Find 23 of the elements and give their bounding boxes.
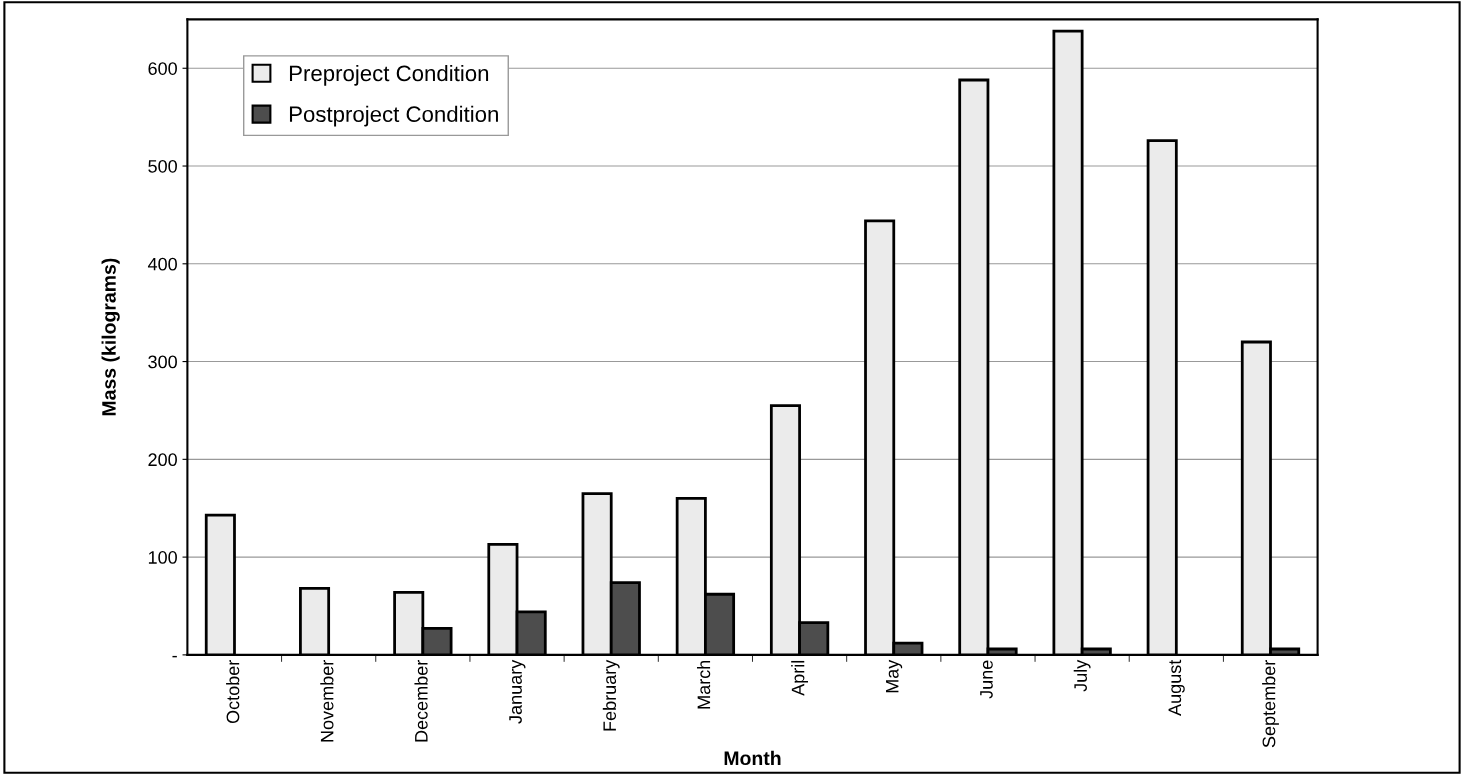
x-tick-label: November bbox=[320, 660, 334, 742]
y-axis-title: Mass (kilograms) bbox=[101, 258, 120, 416]
x-tick-label: December bbox=[414, 660, 428, 742]
x-tick-label: July bbox=[1073, 659, 1091, 692]
legend-label: Preproject Condition bbox=[289, 64, 489, 86]
x-tick-label: October bbox=[226, 660, 240, 724]
x-tick-label: June bbox=[980, 660, 993, 699]
x-tick-label: February bbox=[602, 659, 620, 731]
y-tick-label: 200 bbox=[148, 453, 177, 467]
x-tick-label: January bbox=[509, 659, 526, 724]
y-tick-label: 300 bbox=[148, 355, 177, 369]
x-tick-label: August bbox=[1168, 659, 1185, 716]
x-tick-label: May bbox=[886, 659, 903, 693]
x-axis-title: Month bbox=[724, 750, 781, 766]
y-tick-label: 500 bbox=[148, 159, 177, 173]
x-tick-label: March bbox=[696, 660, 711, 709]
y-tick-label: - bbox=[172, 655, 177, 658]
y-tick-label: 100 bbox=[148, 551, 177, 564]
legend-label: Postproject Condition bbox=[289, 105, 498, 127]
y-tick-label: 600 bbox=[148, 62, 177, 75]
y-tick-label: 400 bbox=[147, 257, 177, 271]
x-tick-label: September bbox=[1262, 660, 1279, 748]
x-tick-label: April bbox=[791, 660, 808, 696]
